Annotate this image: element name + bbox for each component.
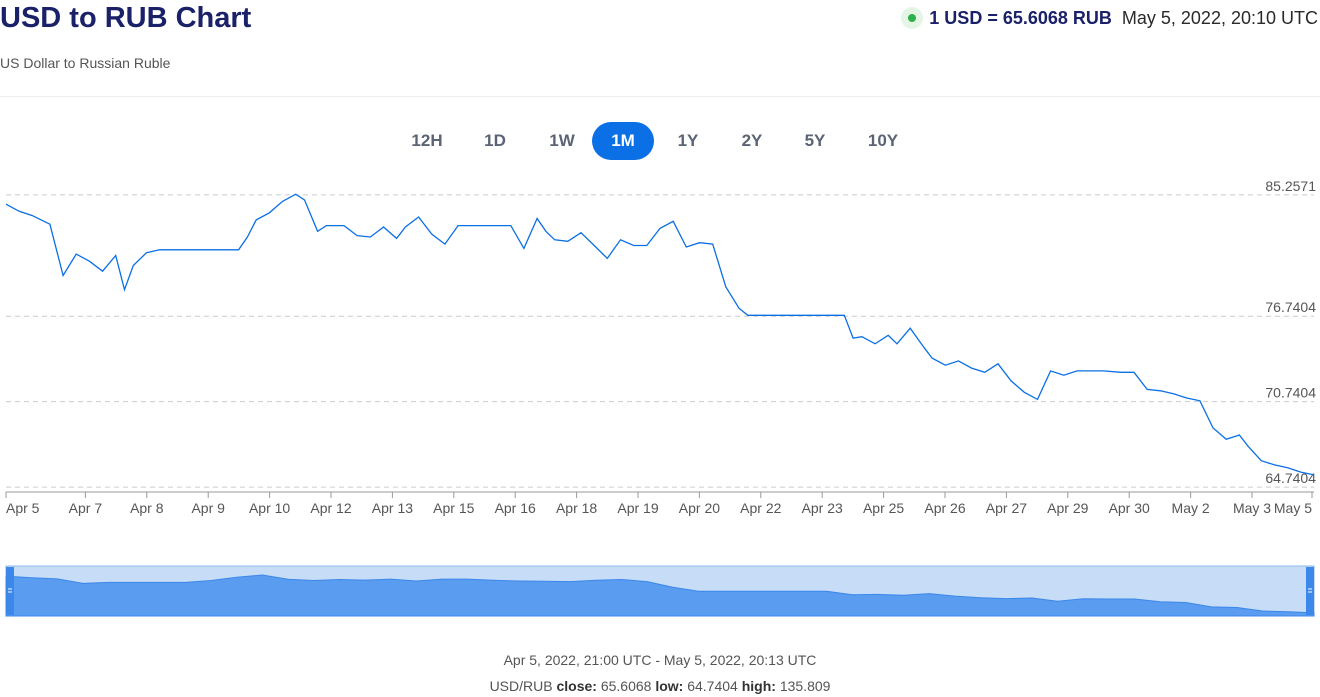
price-chart[interactable]: 85.2571 76.7404 70.7404 64.7404 Apr 5 Apr 7 Ap…	[0, 180, 1320, 525]
tab-1w[interactable]: 1W	[549, 131, 575, 150]
chart-navigator[interactable]	[0, 560, 1320, 622]
low-label: low:	[655, 678, 684, 694]
x-tick-label: Apr 25	[863, 500, 904, 516]
page-subtitle: US Dollar to Russian Ruble	[0, 55, 171, 71]
low-value: 64.7404	[687, 678, 738, 694]
navigator-left-handle[interactable]	[6, 567, 14, 615]
y-tick-label: 64.7404	[1265, 470, 1316, 486]
x-tick-label: Apr 9	[191, 500, 225, 516]
footer-date-range: Apr 5, 2022, 21:00 UTC - May 5, 2022, 20…	[503, 652, 817, 668]
tab-1d[interactable]: 1D	[484, 131, 506, 150]
x-tick-label: Apr 7	[69, 500, 103, 516]
x-tick-label: Apr 13	[372, 500, 413, 516]
x-tick-label: May 2	[1172, 500, 1210, 516]
navigator-area	[5, 574, 1315, 617]
x-tick-label: Apr 30	[1109, 500, 1150, 516]
pair-label: USD/RUB	[489, 678, 553, 694]
tab-12h[interactable]: 12H	[411, 131, 443, 150]
y-tick-label: 70.7404	[1265, 385, 1316, 401]
tab-5y[interactable]: 5Y	[804, 131, 826, 150]
high-value: 135.809	[779, 678, 831, 694]
page-title: USD to RUB Chart	[0, 2, 252, 34]
live-status-icon	[901, 7, 924, 29]
navigator-right-handle[interactable]	[1306, 567, 1314, 615]
x-tick-label: Apr 22	[740, 500, 781, 516]
x-tick-label: Apr 29	[1047, 500, 1088, 516]
tab-2y[interactable]: 2Y	[741, 131, 763, 150]
footer-stats: USD/RUB close: 65.6068 low: 64.7404 high…	[0, 678, 1320, 694]
x-tick-label: Apr 20	[679, 500, 720, 516]
x-tick-label: Apr 27	[986, 500, 1027, 516]
header-divider	[0, 96, 1320, 97]
x-tick-label: Apr 23	[802, 500, 843, 516]
x-tick-label: Apr 10	[249, 500, 290, 516]
x-tick-label: Apr 26	[924, 500, 965, 516]
close-label: close:	[556, 678, 597, 694]
y-tick-label: 76.7404	[1265, 299, 1316, 315]
x-tick-label: Apr 12	[310, 500, 351, 516]
x-tick-label: Apr 5	[6, 500, 40, 516]
rate-timestamp: May 5, 2022, 20:10 UTC	[1121, 7, 1318, 28]
tab-1m[interactable]: 1M	[592, 122, 654, 160]
current-rate: 1 USD = 65.6068 RUB	[929, 7, 1112, 28]
x-tick-label: Apr 16	[495, 500, 536, 516]
close-value: 65.6068	[600, 678, 652, 694]
current-rate-box: 1 USD = 65.6068 RUB May 5, 2022, 20:10 U…	[901, 6, 1318, 30]
series-line	[5, 193, 1315, 476]
x-tick-label: Apr 19	[617, 500, 658, 516]
x-tick-label: Apr 8	[130, 500, 164, 516]
x-tick-label: Apr 15	[433, 500, 474, 516]
x-tick-label: May 5	[1274, 500, 1312, 516]
x-tick-label: Apr 18	[556, 500, 597, 516]
tab-1y[interactable]: 1Y	[677, 131, 699, 150]
high-label: high:	[741, 678, 776, 694]
time-range-tabs: 12H 1D 1W 1M 1Y 2Y 5Y 10Y	[396, 121, 918, 161]
tab-10y[interactable]: 10Y	[867, 131, 899, 150]
y-tick-label: 85.2571	[1265, 180, 1316, 194]
x-tick-label: May 3	[1233, 500, 1271, 516]
